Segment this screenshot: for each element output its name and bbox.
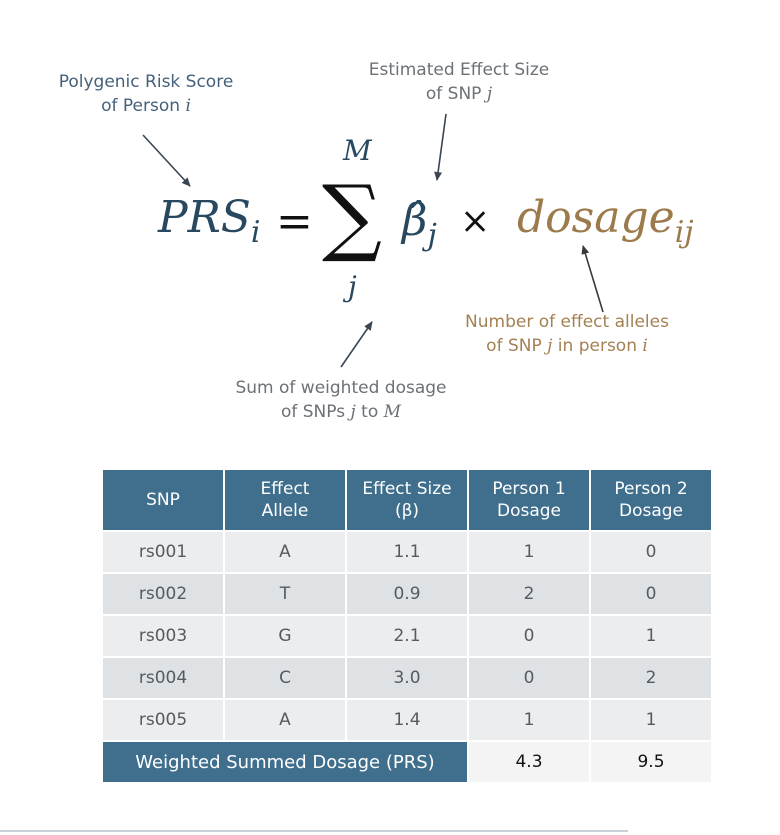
total-person1: 4.3 [467,740,591,784]
cell-person2: 1 [589,698,713,742]
table-header-row: SNP Effect Allele Effect Size (β) Person 1… [101,468,713,532]
alleles-annotation-line2: of SNP j in person i [486,336,648,356]
prs-annotation-line2: of Person i [101,96,191,116]
times-sign: × [460,201,491,242]
effect-size-annotation-line2: of SNP j [425,84,493,104]
sum-annotation-line1: Sum of weighted dosage [235,378,447,398]
bottom-divider [0,830,628,832]
header-effect-allele: Effect Allele [223,468,347,532]
table-row: rs005 A 1.4 1 1 [101,698,713,742]
prs-symbol: PRSi [158,192,261,250]
cell-snp: rs001 [101,530,225,574]
cell-effect-size: 1.4 [345,698,469,742]
total-row: Weighted Summed Dosage (PRS) 4.3 9.5 [101,740,713,784]
beta-symbol: β̂j [402,195,437,253]
cell-person1: 0 [467,614,591,658]
equals-sign: = [276,196,313,247]
cell-effect-size: 2.1 [345,614,469,658]
sum-annotation: Sum of weighted dosage of SNPs j to M [218,376,464,424]
cell-person1: 1 [467,530,591,574]
table-row: rs004 C 3.0 0 2 [101,656,713,700]
header-person2-dosage: Person 2 Dosage [589,468,713,532]
prs-annotation: Polygenic Risk Score of Person i [46,70,246,118]
cell-snp: rs003 [101,614,225,658]
alleles-annotation-line1: Number of effect alleles [465,312,669,332]
header-effect-size: Effect Size (β) [345,468,469,532]
cell-allele: A [223,698,347,742]
cell-allele: G [223,614,347,658]
cell-person1: 0 [467,656,591,700]
prs-arrow [142,134,191,187]
cell-snp: rs004 [101,656,225,700]
sum-arrow [340,321,373,368]
cell-allele: T [223,572,347,616]
cell-person1: 1 [467,698,591,742]
table-row: rs003 G 2.1 0 1 [101,614,713,658]
effect-size-annotation: Estimated Effect Size of SNP j [349,58,569,106]
cell-person2: 0 [589,530,713,574]
total-label: Weighted Summed Dosage (PRS) [101,740,469,784]
prs-table: SNP Effect Allele Effect Size (β) Person 1… [101,468,713,784]
cell-snp: rs002 [101,572,225,616]
total-person2: 9.5 [589,740,713,784]
sigma-lower-limit: j [348,270,357,303]
cell-effect-size: 1.1 [345,530,469,574]
cell-snp: rs005 [101,698,225,742]
cell-effect-size: 0.9 [345,572,469,616]
cell-person2: 0 [589,572,713,616]
cell-person2: 1 [589,614,713,658]
alleles-annotation: Number of effect alleles of SNP j in per… [446,310,688,358]
header-person1-dosage: Person 1 Dosage [467,468,591,532]
table-row: rs001 A 1.1 1 0 [101,530,713,574]
cell-person1: 2 [467,572,591,616]
sum-annotation-line2: of SNPs j to M [280,402,402,422]
prs-annotation-line1: Polygenic Risk Score [58,72,234,92]
cell-allele: C [223,656,347,700]
cell-allele: A [223,530,347,574]
effect-size-annotation-line1: Estimated Effect Size [368,60,550,80]
sigma-upper-limit: M [343,134,372,167]
header-snp: SNP [101,468,225,532]
dosage-symbol: dosageij [517,192,694,250]
cell-person2: 2 [589,656,713,700]
table-row: rs002 T 0.9 2 0 [101,572,713,616]
effect-size-arrow [434,113,447,181]
summation-sign: ∑ [322,167,382,265]
cell-effect-size: 3.0 [345,656,469,700]
